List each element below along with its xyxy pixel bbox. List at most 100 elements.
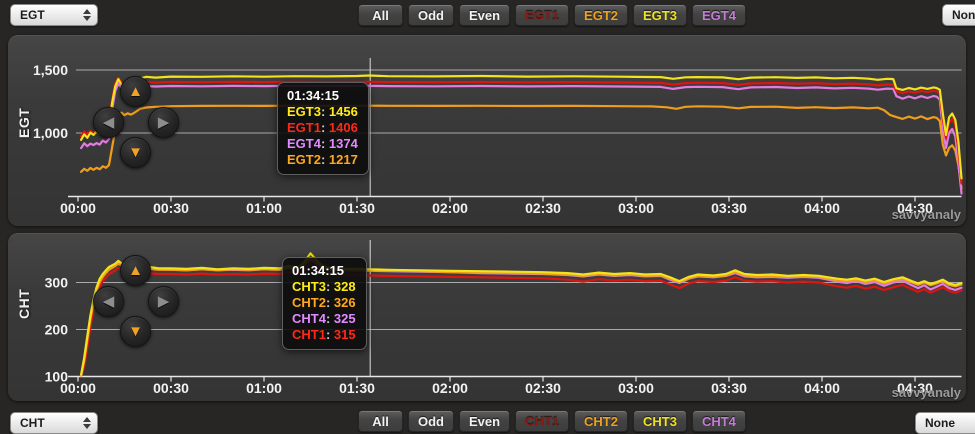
x-tick-label: 04:00 — [804, 200, 840, 216]
egt4-button[interactable]: EGT4 — [691, 4, 746, 26]
tooltip-series-value: 1374 — [328, 136, 358, 151]
y-tick-label: 1,500 — [33, 62, 68, 78]
tooltip-series-value: 1406 — [328, 120, 358, 135]
right-arrow-icon: ▶ — [157, 114, 170, 131]
x-tick-label: 01:00 — [246, 200, 282, 216]
pan-left-button[interactable]: ◀ — [93, 286, 124, 317]
egt-series-buttons: All Odd Even EGT1 EGT2 EGT3 EGT4 — [358, 4, 746, 26]
even-button[interactable]: Even — [459, 4, 511, 26]
x-tick-label: 03:00 — [618, 200, 654, 216]
x-tick-label: 04:30 — [897, 380, 933, 396]
tooltip-colon: : — [320, 136, 329, 151]
all-button[interactable]: All — [358, 410, 403, 432]
even-button[interactable]: Even — [459, 410, 511, 432]
cht-tooltip: 01:34:15 CHT3: 328 CHT2: 326 CHT4: 325 CHT1:… — [282, 257, 367, 350]
egt-overlay-select-value: None — [952, 8, 975, 22]
tooltip-row: EGT4: 1374 — [287, 136, 358, 152]
tooltip-row: EGT2: 1217 — [287, 152, 358, 168]
x-tick-label: 01:00 — [246, 380, 282, 396]
tooltip-colon: : — [325, 295, 334, 310]
tooltip-series-value: 1456 — [328, 104, 358, 119]
x-tick-label: 03:30 — [711, 200, 747, 216]
tooltip-colon: : — [320, 104, 329, 119]
pan-up-button[interactable]: ▲ — [120, 255, 151, 286]
odd-button[interactable]: Odd — [408, 4, 454, 26]
tooltip-row: CHT3: 328 — [292, 279, 356, 295]
cht2-button[interactable]: CHT2 — [574, 410, 628, 432]
all-button[interactable]: All — [358, 4, 403, 26]
tooltip-series-value: 328 — [333, 279, 356, 294]
egt1-button[interactable]: EGT1 — [515, 4, 570, 26]
pan-right-button[interactable]: ▶ — [148, 107, 179, 138]
cht3-button[interactable]: CHT3 — [632, 410, 687, 432]
series-line-egt1 — [79, 76, 963, 185]
series-line-egt3 — [79, 74, 963, 180]
pan-down-button[interactable]: ▼ — [120, 316, 151, 347]
x-tick-label: 03:00 — [618, 380, 654, 396]
pan-down-button[interactable]: ▼ — [120, 137, 151, 168]
tooltip-series-name: CHT1 — [292, 327, 326, 342]
tooltip-series-name: EGT4 — [287, 136, 321, 151]
down-arrow-icon: ▼ — [128, 323, 143, 340]
x-tick-label: 01:30 — [339, 380, 375, 396]
down-arrow-icon: ▼ — [128, 144, 143, 161]
left-arrow-icon: ◀ — [102, 114, 115, 131]
tooltip-time: 01:34:15 — [292, 263, 345, 278]
egt2-button[interactable]: EGT2 — [574, 4, 629, 26]
x-tick-label: 02:00 — [432, 380, 468, 396]
x-tick-label: 04:30 — [897, 200, 933, 216]
series-line-cht3 — [79, 252, 963, 376]
tooltip-colon: : — [325, 311, 334, 326]
pan-right-button[interactable]: ▶ — [148, 286, 179, 317]
tooltip-series-value: 315 — [333, 327, 356, 342]
y-tick-label: 100 — [45, 369, 69, 385]
cht1-button[interactable]: CHT1 — [515, 410, 570, 432]
tooltip-series-value: 325 — [333, 311, 356, 326]
tooltip-series-name: CHT3 — [292, 279, 326, 294]
x-tick-label: 02:00 — [432, 200, 468, 216]
y-tick-label: 200 — [45, 322, 69, 338]
cht4-button[interactable]: CHT4 — [691, 410, 746, 432]
x-tick-label: 03:30 — [711, 380, 747, 396]
cht-parameter-select[interactable]: CHT — [10, 412, 98, 434]
tooltip-series-name: EGT1 — [287, 120, 321, 135]
watermark: savvyanaly — [891, 385, 961, 400]
egt-select-value: EGT — [20, 8, 45, 22]
y-tick-label: 300 — [45, 275, 69, 291]
tooltip-series-name: EGT2 — [287, 152, 321, 167]
cht-series-buttons: All Odd Even CHT1 CHT2 CHT3 CHT4 — [358, 410, 746, 432]
pan-up-button[interactable]: ▲ — [120, 76, 151, 107]
cht-select-value: CHT — [20, 416, 45, 430]
egt-overlay-select[interactable]: None — [942, 4, 975, 26]
x-tick-label: 00:00 — [60, 380, 96, 396]
tooltip-time: 01:34:15 — [287, 88, 340, 103]
tooltip-row: CHT1: 315 — [292, 327, 356, 343]
x-tick-label: 01:30 — [339, 200, 375, 216]
up-arrow-icon: ▲ — [128, 262, 143, 279]
up-arrow-icon: ▲ — [128, 83, 143, 100]
watermark: savvyanaly — [891, 207, 961, 222]
tooltip-colon: : — [320, 152, 329, 167]
cht-overlay-select[interactable]: None — [915, 412, 975, 434]
odd-button[interactable]: Odd — [408, 410, 454, 432]
tooltip-colon: : — [325, 327, 334, 342]
egt-parameter-select[interactable]: EGT — [10, 4, 98, 26]
tooltip-series-name: CHT2 — [292, 295, 326, 310]
tooltip-row: CHT2: 326 — [292, 295, 356, 311]
tooltip-series-name: CHT4 — [292, 311, 326, 326]
series-line-egt2 — [79, 104, 963, 190]
egt-plot[interactable]: 1,500 1,000 00:00 00:30 01:00 01:30 02:00 02:30… — [8, 35, 966, 226]
egt-toolbar: EGT All Odd Even EGT1 EGT2 EGT3 EGT4 Non… — [0, 0, 975, 31]
egt3-button[interactable]: EGT3 — [633, 4, 687, 26]
select-stepper-icon — [83, 417, 91, 429]
x-tick-label: 00:00 — [60, 200, 96, 216]
pan-left-button[interactable]: ◀ — [93, 107, 124, 138]
right-arrow-icon: ▶ — [157, 293, 170, 310]
tooltip-series-value: 1217 — [328, 152, 358, 167]
series-line-cht2 — [79, 257, 963, 377]
egt-chart-panel: EGT 1,500 1,000 00:00 00:30 01:00 01:30 02:00 0… — [8, 35, 966, 226]
cht-chart-panel: CHT 300 200 100 00:00 00:30 01:00 01:30 02:00 02… — [8, 233, 966, 401]
egt-tooltip: 01:34:15 EGT3: 1456 EGT1: 1406 EGT4: 1374 EG… — [277, 82, 369, 175]
left-arrow-icon: ◀ — [102, 293, 115, 310]
